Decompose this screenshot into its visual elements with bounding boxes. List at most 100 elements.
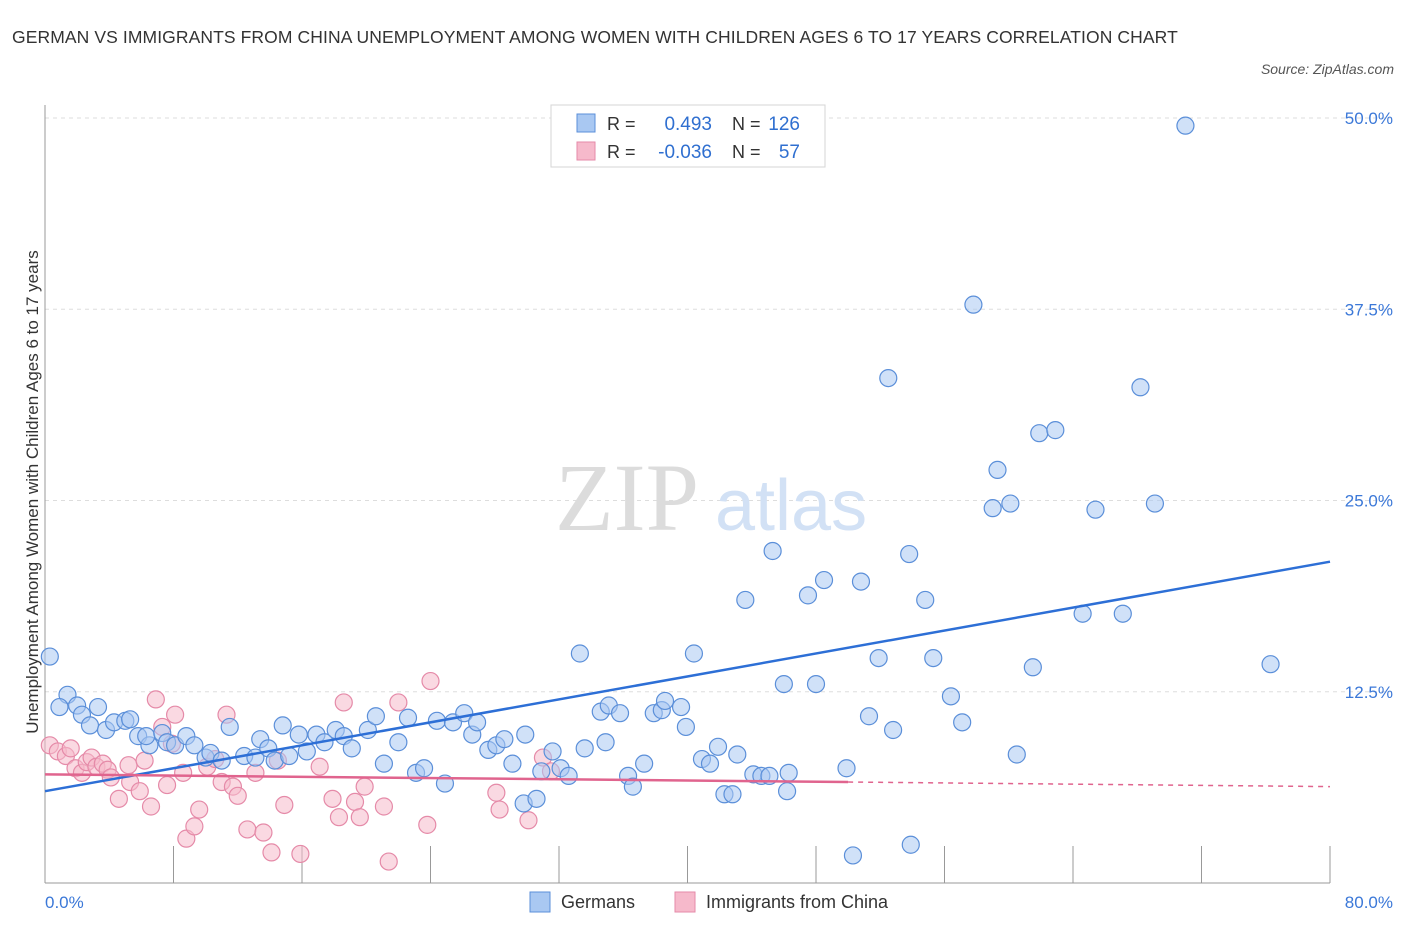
point-china [190, 800, 209, 819]
point-germans [289, 725, 308, 744]
point-germans [185, 736, 204, 755]
point-germans [503, 754, 522, 773]
point-germans [684, 644, 704, 663]
point-germans [495, 730, 514, 749]
point-germans [80, 716, 100, 735]
point-germans [374, 754, 394, 773]
point-germans [1176, 116, 1195, 135]
point-germans [953, 713, 972, 732]
point-china [323, 789, 342, 808]
point-china [146, 690, 165, 709]
point-germans [414, 759, 434, 778]
series-legend: Germans Immigrants from China [529, 891, 889, 913]
y-tick-label: 25.0% [1345, 492, 1393, 511]
y-tick-label: 37.5% [1345, 300, 1393, 319]
point-germans [635, 754, 654, 773]
source-label: Source: ZipAtlas.com [1260, 61, 1394, 77]
point-germans [798, 586, 818, 605]
point-china [166, 705, 185, 724]
point-germans [1261, 655, 1280, 674]
point-germans [671, 697, 691, 717]
series-immigrants-from-china [40, 671, 561, 871]
point-germans [516, 725, 535, 744]
point-china [109, 789, 128, 808]
series-legend-swatch-china[interactable] [674, 891, 696, 913]
point-germans [916, 590, 935, 610]
point-germans [366, 707, 385, 726]
series-legend-label-china[interactable]: Immigrants from China [706, 892, 889, 912]
point-germans [869, 648, 888, 668]
point-china [254, 823, 273, 842]
chart-title: GERMAN VS IMMIGRANTS FROM CHINA UNEMPLOY… [12, 27, 1178, 47]
x-tick-label-min: 0.0% [45, 893, 84, 912]
point-germans [1007, 745, 1026, 764]
point-germans [779, 763, 798, 782]
point-germans [806, 674, 826, 694]
point-china [310, 757, 329, 776]
point-china [228, 786, 247, 805]
point-germans [676, 717, 695, 737]
point-germans [883, 720, 903, 740]
watermark-zip: ZIP [555, 444, 699, 551]
y-tick-labels: 12.5% 25.0% 37.5% 50.0% [1345, 109, 1393, 702]
series-legend-swatch-germans[interactable] [529, 891, 551, 913]
point-germans [1145, 494, 1165, 513]
point-germans [1086, 500, 1105, 519]
point-germans [655, 691, 675, 711]
point-germans [988, 460, 1007, 479]
correlation-legend: R = 0.493 N = 126 R = -0.036 N = 57 [550, 104, 826, 168]
point-germans [851, 572, 871, 591]
point-china [329, 808, 349, 827]
legend-swatch-china [576, 141, 596, 161]
point-china [418, 815, 437, 834]
point-china [490, 800, 509, 819]
point-germans [859, 707, 879, 726]
point-germans [708, 737, 728, 756]
point-germans [964, 295, 983, 314]
point-germans [1030, 424, 1049, 443]
point-germans [1113, 604, 1132, 623]
point-china [185, 817, 204, 836]
point-china [421, 671, 440, 691]
point-germans [763, 541, 782, 561]
point-china [519, 811, 538, 830]
point-germans [398, 708, 418, 727]
point-germans [728, 745, 747, 764]
point-china [374, 797, 394, 816]
point-germans [1023, 658, 1042, 677]
point-germans [941, 687, 961, 706]
legend-r-label-1: R = [607, 142, 636, 162]
point-germans [700, 754, 720, 773]
legend-n-label-1: N = [732, 142, 761, 162]
point-china [141, 797, 161, 816]
legend-n-label-0: N = [732, 114, 761, 134]
trend-line-china [44, 773, 849, 784]
point-germans [280, 746, 299, 766]
point-germans [342, 739, 361, 758]
y-tick-label: 50.0% [1345, 109, 1393, 128]
legend-swatch-germans [576, 113, 596, 133]
point-germans [814, 570, 834, 590]
point-china [61, 739, 80, 758]
legend-r-label-0: R = [607, 114, 636, 134]
point-germans [843, 846, 863, 865]
series-legend-label-germans[interactable]: Germans [561, 892, 635, 912]
point-germans [736, 590, 755, 610]
legend-n-value-0: 126 [768, 114, 800, 135]
point-china [334, 693, 353, 712]
point-china [379, 852, 398, 871]
point-germans [575, 739, 594, 758]
point-germans [137, 727, 156, 746]
point-china [174, 763, 193, 782]
point-germans [723, 785, 742, 804]
point-germans [50, 697, 69, 717]
point-germans [121, 710, 140, 729]
point-china [291, 844, 310, 864]
point-germans [924, 648, 943, 668]
point-germans [1001, 494, 1020, 513]
point-china [238, 820, 257, 839]
point-china [345, 792, 365, 812]
point-china [389, 693, 408, 712]
x-tick-label-max: 80.0% [1345, 893, 1393, 912]
point-germans [297, 742, 316, 761]
